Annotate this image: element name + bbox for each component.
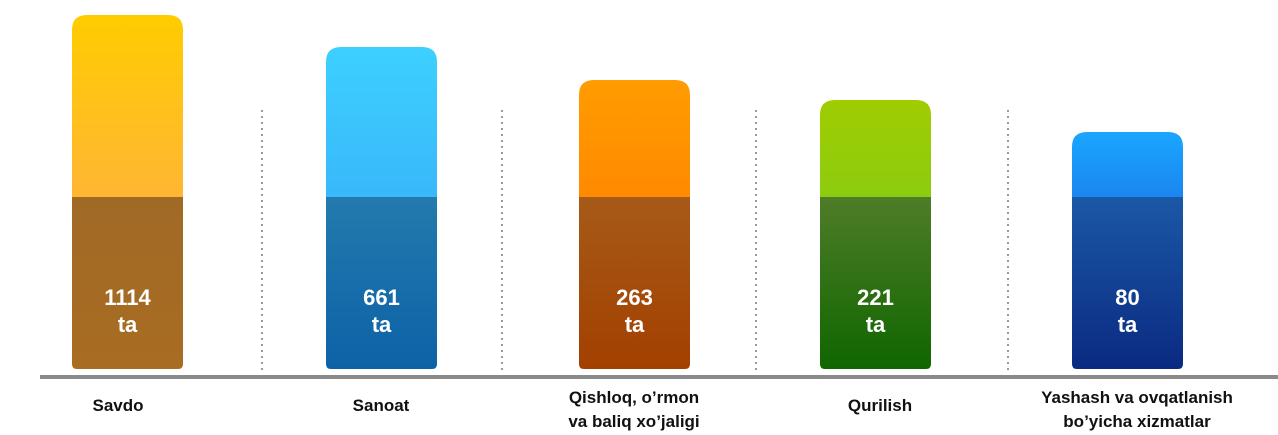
category-label: bo’yicha xizmatlar bbox=[1063, 412, 1211, 431]
value-label: 221 bbox=[857, 285, 894, 310]
category-label: va baliq xo’jaligi bbox=[568, 412, 699, 431]
bar-bottom bbox=[1072, 197, 1183, 369]
bar-bottom bbox=[72, 197, 183, 369]
unit-label: ta bbox=[866, 312, 886, 337]
category-label: Qurilish bbox=[848, 396, 912, 415]
unit-label: ta bbox=[1118, 312, 1138, 337]
bar-top bbox=[1072, 132, 1183, 197]
category-label: Yashash va ovqatlanish bbox=[1041, 388, 1233, 407]
bar-top bbox=[579, 80, 690, 197]
unit-label: ta bbox=[372, 312, 392, 337]
category-label: Savdo bbox=[92, 396, 143, 415]
bar-bottom bbox=[820, 197, 931, 369]
value-label: 1114 bbox=[104, 285, 151, 310]
bar-bottom bbox=[579, 197, 690, 369]
category-label: Qishloq, o’rmon bbox=[569, 388, 699, 407]
bar-bottom bbox=[326, 197, 437, 369]
value-label: 263 bbox=[616, 285, 653, 310]
bar-top bbox=[820, 100, 931, 197]
unit-label: ta bbox=[118, 312, 138, 337]
bar-top bbox=[326, 47, 437, 197]
bar-top bbox=[72, 15, 183, 197]
value-label: 661 bbox=[363, 285, 400, 310]
baseline bbox=[40, 375, 1278, 379]
value-label: 80 bbox=[1115, 285, 1139, 310]
unit-label: ta bbox=[625, 312, 645, 337]
separators bbox=[261, 110, 1009, 374]
category-label: Sanoat bbox=[353, 396, 410, 415]
